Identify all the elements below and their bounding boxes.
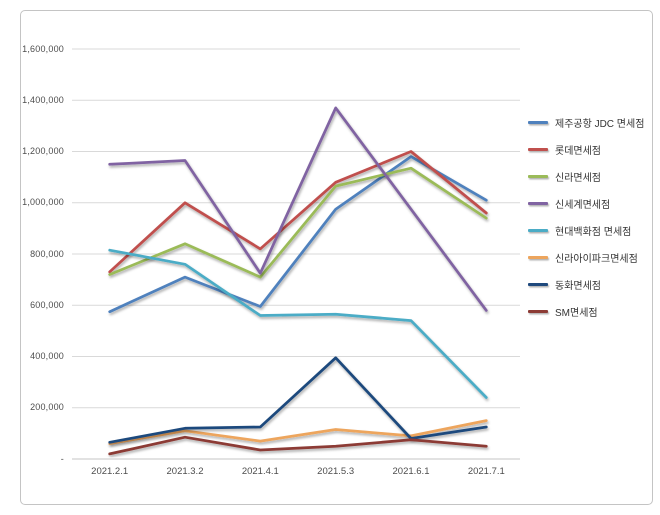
x-tick-label: 2021.5.3: [317, 466, 355, 477]
series-line-7: [108, 435, 488, 456]
legend-label: 신라면세점: [555, 173, 601, 184]
series-line-2: [108, 166, 488, 279]
y-tick-label: 1,600,000: [22, 43, 64, 54]
legend-swatch-icon: [528, 175, 548, 178]
x-tick-label: 2021.7.1: [467, 466, 505, 477]
y-tick-label: 1,400,000: [22, 94, 64, 105]
y-tick-label: 400,000: [30, 351, 64, 361]
y-tick-label: -: [60, 453, 64, 464]
series-line-0: [108, 155, 488, 314]
y-tick-label: 1,200,000: [22, 146, 64, 156]
series-line-4: [108, 248, 488, 399]
y-tick-label: 1,000,000: [22, 197, 64, 208]
legend-item-7: SM면세점: [528, 298, 644, 325]
legend-item-6: 동화면세점: [528, 271, 644, 298]
legend-label: 제주공항 JDC 면세점: [555, 119, 645, 130]
series-line-5: [108, 419, 488, 445]
legend-item-3: 신세계면세점: [528, 190, 644, 217]
legend-label: 현대백화점 면세점: [555, 227, 632, 238]
x-tick-label: 2021.4.1: [241, 466, 279, 477]
legend-swatch-icon: [528, 202, 548, 205]
legend-swatch-icon: [528, 229, 548, 232]
x-tick-label: 2021.6.1: [392, 466, 430, 477]
legend-swatch-icon: [528, 148, 548, 151]
x-tick-label: 2021.2.1: [91, 466, 129, 477]
y-tick-label: 600,000: [30, 299, 64, 310]
legend-swatch-icon: [528, 256, 548, 259]
legend-label: 신라아이파크면세점: [555, 254, 638, 265]
legend-label: 신세계면세점: [555, 200, 611, 211]
legend-label: SM면세점: [555, 308, 598, 319]
series-line-3: [108, 106, 488, 312]
series-line-6: [108, 356, 488, 444]
y-tick-label: 800,000: [30, 248, 64, 259]
legend-item-1: 롯데면세점: [528, 136, 644, 163]
legend-item-2: 신라면세점: [528, 163, 644, 190]
legend-swatch-icon: [528, 283, 548, 286]
legend-label: 동화면세점: [555, 281, 601, 292]
y-tick-label: 200,000: [30, 402, 64, 413]
series-line-1: [108, 150, 488, 274]
legend-item-5: 신라아이파크면세점: [528, 244, 644, 271]
legend-swatch-icon: [528, 121, 548, 124]
x-tick-label: 2021.3.2: [166, 466, 204, 477]
legend-item-0: 제주공항 JDC 면세점: [528, 109, 644, 136]
legend-label: 롯데면세점: [555, 146, 601, 157]
legend-item-4: 현대백화점 면세점: [528, 217, 644, 244]
legend-swatch-icon: [528, 310, 548, 313]
